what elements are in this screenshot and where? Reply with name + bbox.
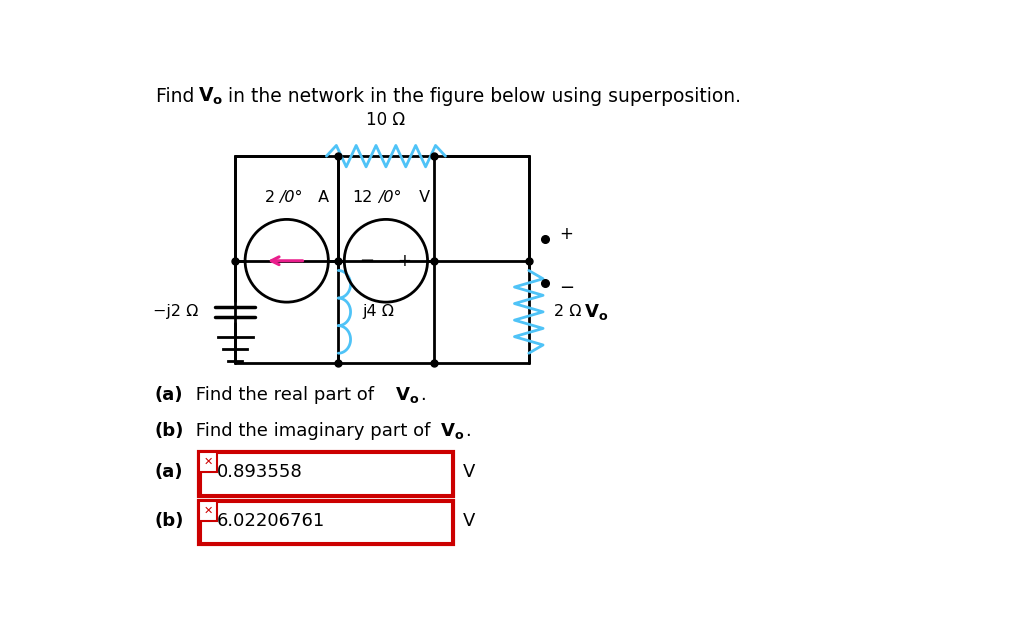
FancyBboxPatch shape [200,452,217,473]
Text: Find the real part of: Find the real part of [189,386,380,404]
Text: in the network in the figure below using superposition.: in the network in the figure below using… [221,87,740,106]
Text: +: + [397,252,412,270]
Text: (a): (a) [155,463,182,482]
Text: +: + [559,225,572,243]
Text: j4 Ω: j4 Ω [362,305,394,319]
Text: V: V [463,463,475,482]
Text: (b): (b) [155,512,183,530]
FancyBboxPatch shape [200,501,454,545]
Text: $\mathbf{V_o}$: $\mathbf{V_o}$ [395,385,420,404]
Text: −: − [359,252,375,270]
Text: /0°: /0° [378,190,401,205]
Text: $\mathbf{V_o}$: $\mathbf{V_o}$ [585,302,608,322]
Text: .: . [465,422,471,440]
Text: $\mathbf{V_o}$: $\mathbf{V_o}$ [198,85,223,107]
FancyBboxPatch shape [201,502,453,544]
Text: A: A [313,190,329,205]
Text: V: V [463,512,475,530]
Text: −j2 Ω: −j2 Ω [153,305,199,319]
Text: 12: 12 [352,190,373,205]
Text: $\mathbf{V_o}$: $\mathbf{V_o}$ [440,421,464,441]
Text: ✕: ✕ [204,457,213,467]
Text: V: V [414,190,430,205]
FancyBboxPatch shape [200,452,454,496]
Text: −: − [559,279,574,296]
Text: 0.893558: 0.893558 [217,463,303,482]
Text: ✕: ✕ [204,506,213,516]
Text: (a): (a) [155,386,182,404]
Text: .: . [420,386,426,404]
Text: 6.02206761: 6.02206761 [217,512,326,530]
FancyBboxPatch shape [200,501,217,521]
Text: 10 Ω: 10 Ω [367,111,406,130]
Text: Find the imaginary part of: Find the imaginary part of [189,422,436,440]
Text: 2 Ω: 2 Ω [554,305,582,319]
Text: (b): (b) [155,422,183,440]
Text: 2: 2 [264,190,274,205]
Text: /0°: /0° [279,190,302,205]
FancyBboxPatch shape [201,453,453,495]
Text: Find: Find [156,87,200,106]
